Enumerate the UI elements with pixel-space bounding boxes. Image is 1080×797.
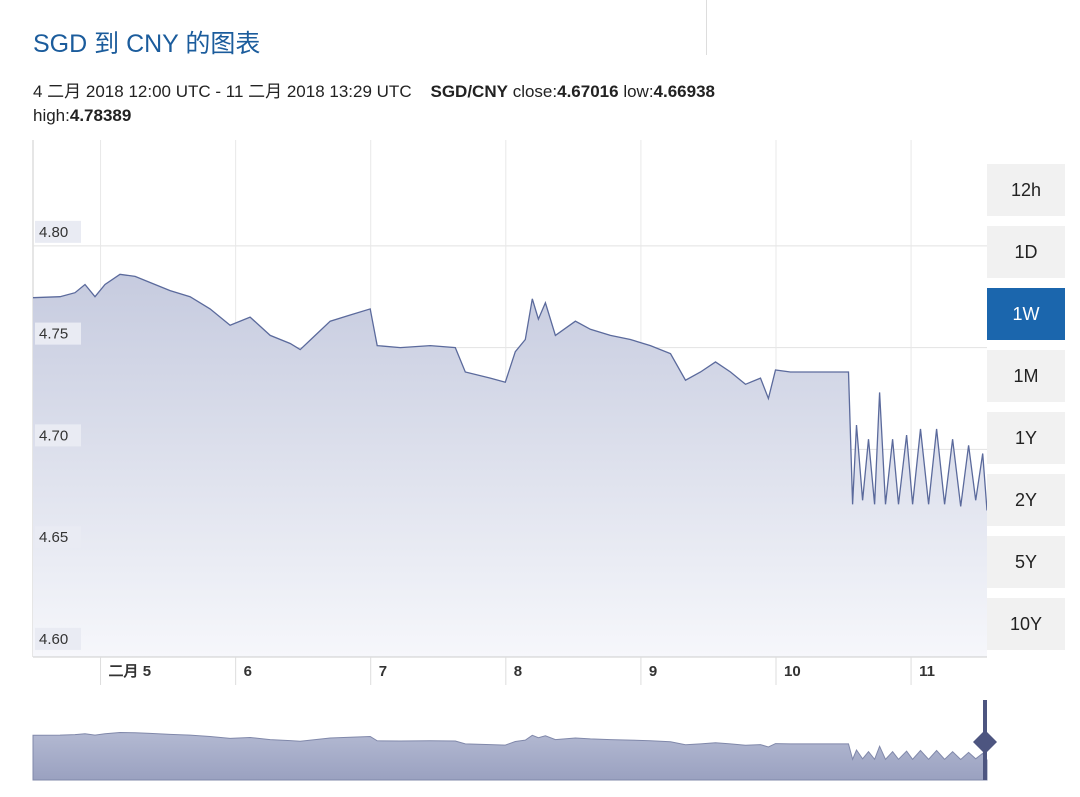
x-tick-label: 10 <box>784 663 801 680</box>
navigator-area <box>32 731 988 781</box>
low-label: low: <box>623 82 654 101</box>
range-button[interactable]: 2Y <box>987 474 1065 526</box>
x-tick-label: 7 <box>379 663 387 680</box>
y-tick-label: 4.70 <box>39 427 68 444</box>
y-tick-label: 4.65 <box>39 529 68 546</box>
x-tick-label: 6 <box>244 663 252 680</box>
y-tick-box <box>35 627 81 650</box>
close-label: close: <box>512 82 558 101</box>
summary: 4 二月 2018 12:00 UTC - 11 二月 2018 13:29 U… <box>33 80 973 128</box>
y-tick-label: 4.80 <box>39 224 68 241</box>
line <box>32 273 988 511</box>
x-tick-label: 9 <box>649 663 657 680</box>
range-button[interactable]: 10Y <box>987 598 1065 650</box>
y-tick-box <box>35 424 81 447</box>
y-tick-label: 4.60 <box>39 631 68 648</box>
x-tick-label: 8 <box>514 663 522 680</box>
navigator-knob <box>973 730 997 754</box>
high-label: high: <box>33 106 70 125</box>
range-button[interactable]: 12h <box>987 164 1065 216</box>
period: 4 二月 2018 12:00 UTC - 11 二月 2018 13:29 U… <box>33 82 412 101</box>
range-button[interactable]: 1W <box>987 288 1065 340</box>
y-tick-box <box>35 526 81 549</box>
y-tick-box <box>35 322 81 345</box>
separator <box>706 0 707 55</box>
pair: SGD/CNY <box>430 82 508 101</box>
close: 4.67016 <box>557 82 619 101</box>
title: SGD 到 CNY 的图表 <box>33 30 261 58</box>
x-tick-label: 二月 5 <box>109 663 152 680</box>
area <box>33 274 987 657</box>
high: 4.78389 <box>69 106 132 125</box>
y-tick-box <box>35 220 81 243</box>
y-tick-label: 4.75 <box>39 326 68 343</box>
x-tick-label: 11 <box>919 663 935 680</box>
range-button[interactable]: 1Y <box>987 412 1065 464</box>
low: 4.66938 <box>653 82 715 101</box>
range-button[interactable]: 5Y <box>987 536 1065 588</box>
range-button[interactable]: 1D <box>987 226 1065 278</box>
range-button[interactable]: 1M <box>987 350 1065 402</box>
